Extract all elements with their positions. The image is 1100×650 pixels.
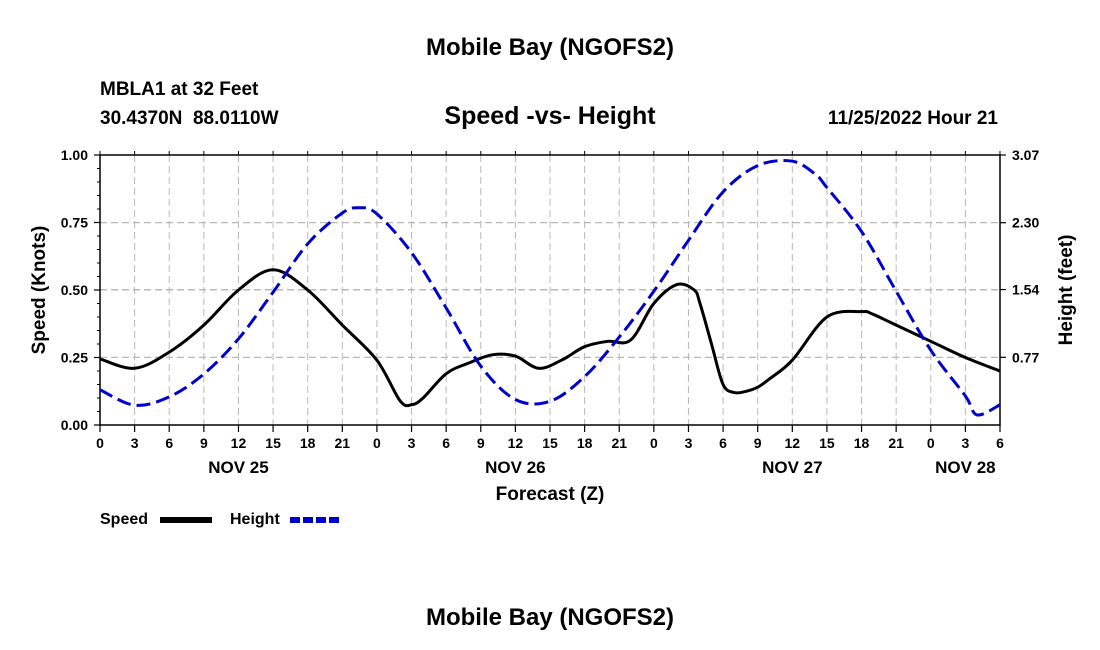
day-label: NOV 25 [208,458,268,477]
x-tick-label: 18 [300,435,316,451]
x-tick-label: 9 [200,435,208,451]
y2-axis-label: Height (feet) [1056,235,1077,346]
x-tick-label: 6 [442,435,450,451]
y2-tick-label: 1.54 [1012,282,1039,298]
x-tick-label: 9 [477,435,485,451]
x-axis-label: Forecast (Z) [496,484,605,505]
y-axis-label: Speed (Knots) [29,226,50,355]
x-tick-label: 15 [542,435,558,451]
day-label: NOV 26 [485,458,545,477]
grid-lines [100,154,1000,425]
x-tick-label: 21 [888,435,904,451]
tick-marks: 0 3 6 9 12 15 18 21 0 3 6 9 12 15 18 21 0 3 6 9 12 15 18 21 0 3 6N… [61,147,1040,477]
legend: Speed Height [100,511,342,528]
chart-title: Mobile Bay (NGOFS2) [426,34,674,61]
x-tick-label: 15 [265,435,281,451]
x-tick-label: 18 [854,435,870,451]
forecast-timestamp: 11/25/2022 Hour 21 [828,108,998,129]
series-line-height [99,159,1001,417]
x-tick-label: 6 [719,435,727,451]
y-tick-label: 0.00 [61,417,88,433]
x-tick-label: 12 [231,435,247,451]
x-tick-label: 0 [650,435,658,451]
x-tick-label: 0 [96,435,104,451]
x-tick-label: 18 [577,435,593,451]
x-tick-label: 15 [819,435,835,451]
y-tick-label: 1.00 [61,147,88,163]
x-tick-label: 6 [165,435,173,451]
x-tick-label: 12 [785,435,801,451]
footer-title: Mobile Bay (NGOFS2) [426,604,674,631]
series-line-speed [99,268,1001,408]
x-tick-label: 21 [335,435,351,451]
y2-tick-label: 2.30 [1012,215,1039,231]
day-label: NOV 27 [762,458,822,477]
x-tick-label: 21 [611,435,627,451]
legend-label-height: Height [230,511,280,528]
y2-tick-label: 0.77 [1012,349,1039,365]
y2-tick-label: 3.07 [1012,147,1039,163]
y-tick-label: 0.50 [61,282,88,298]
x-tick-label: 6 [996,435,1004,451]
x-tick-label: 3 [131,435,139,451]
station-coords: 30.4370N 88.0110W [100,108,279,129]
series-group [99,159,1001,417]
x-tick-label: 12 [508,435,524,451]
x-tick-label: 3 [408,435,416,451]
x-tick-label: 0 [373,435,381,451]
y-tick-label: 0.25 [61,350,88,366]
x-tick-label: 3 [685,435,693,451]
legend-label-speed: Speed [100,511,148,528]
x-tick-label: 9 [754,435,762,451]
day-label: NOV 28 [935,458,995,477]
x-tick-label: 3 [961,435,969,451]
station-label: MBLA1 at 32 Feet [100,79,259,100]
x-tick-label: 0 [927,435,935,451]
chart-subtitle: Speed -vs- Height [444,102,656,130]
y-tick-label: 0.75 [61,215,88,231]
